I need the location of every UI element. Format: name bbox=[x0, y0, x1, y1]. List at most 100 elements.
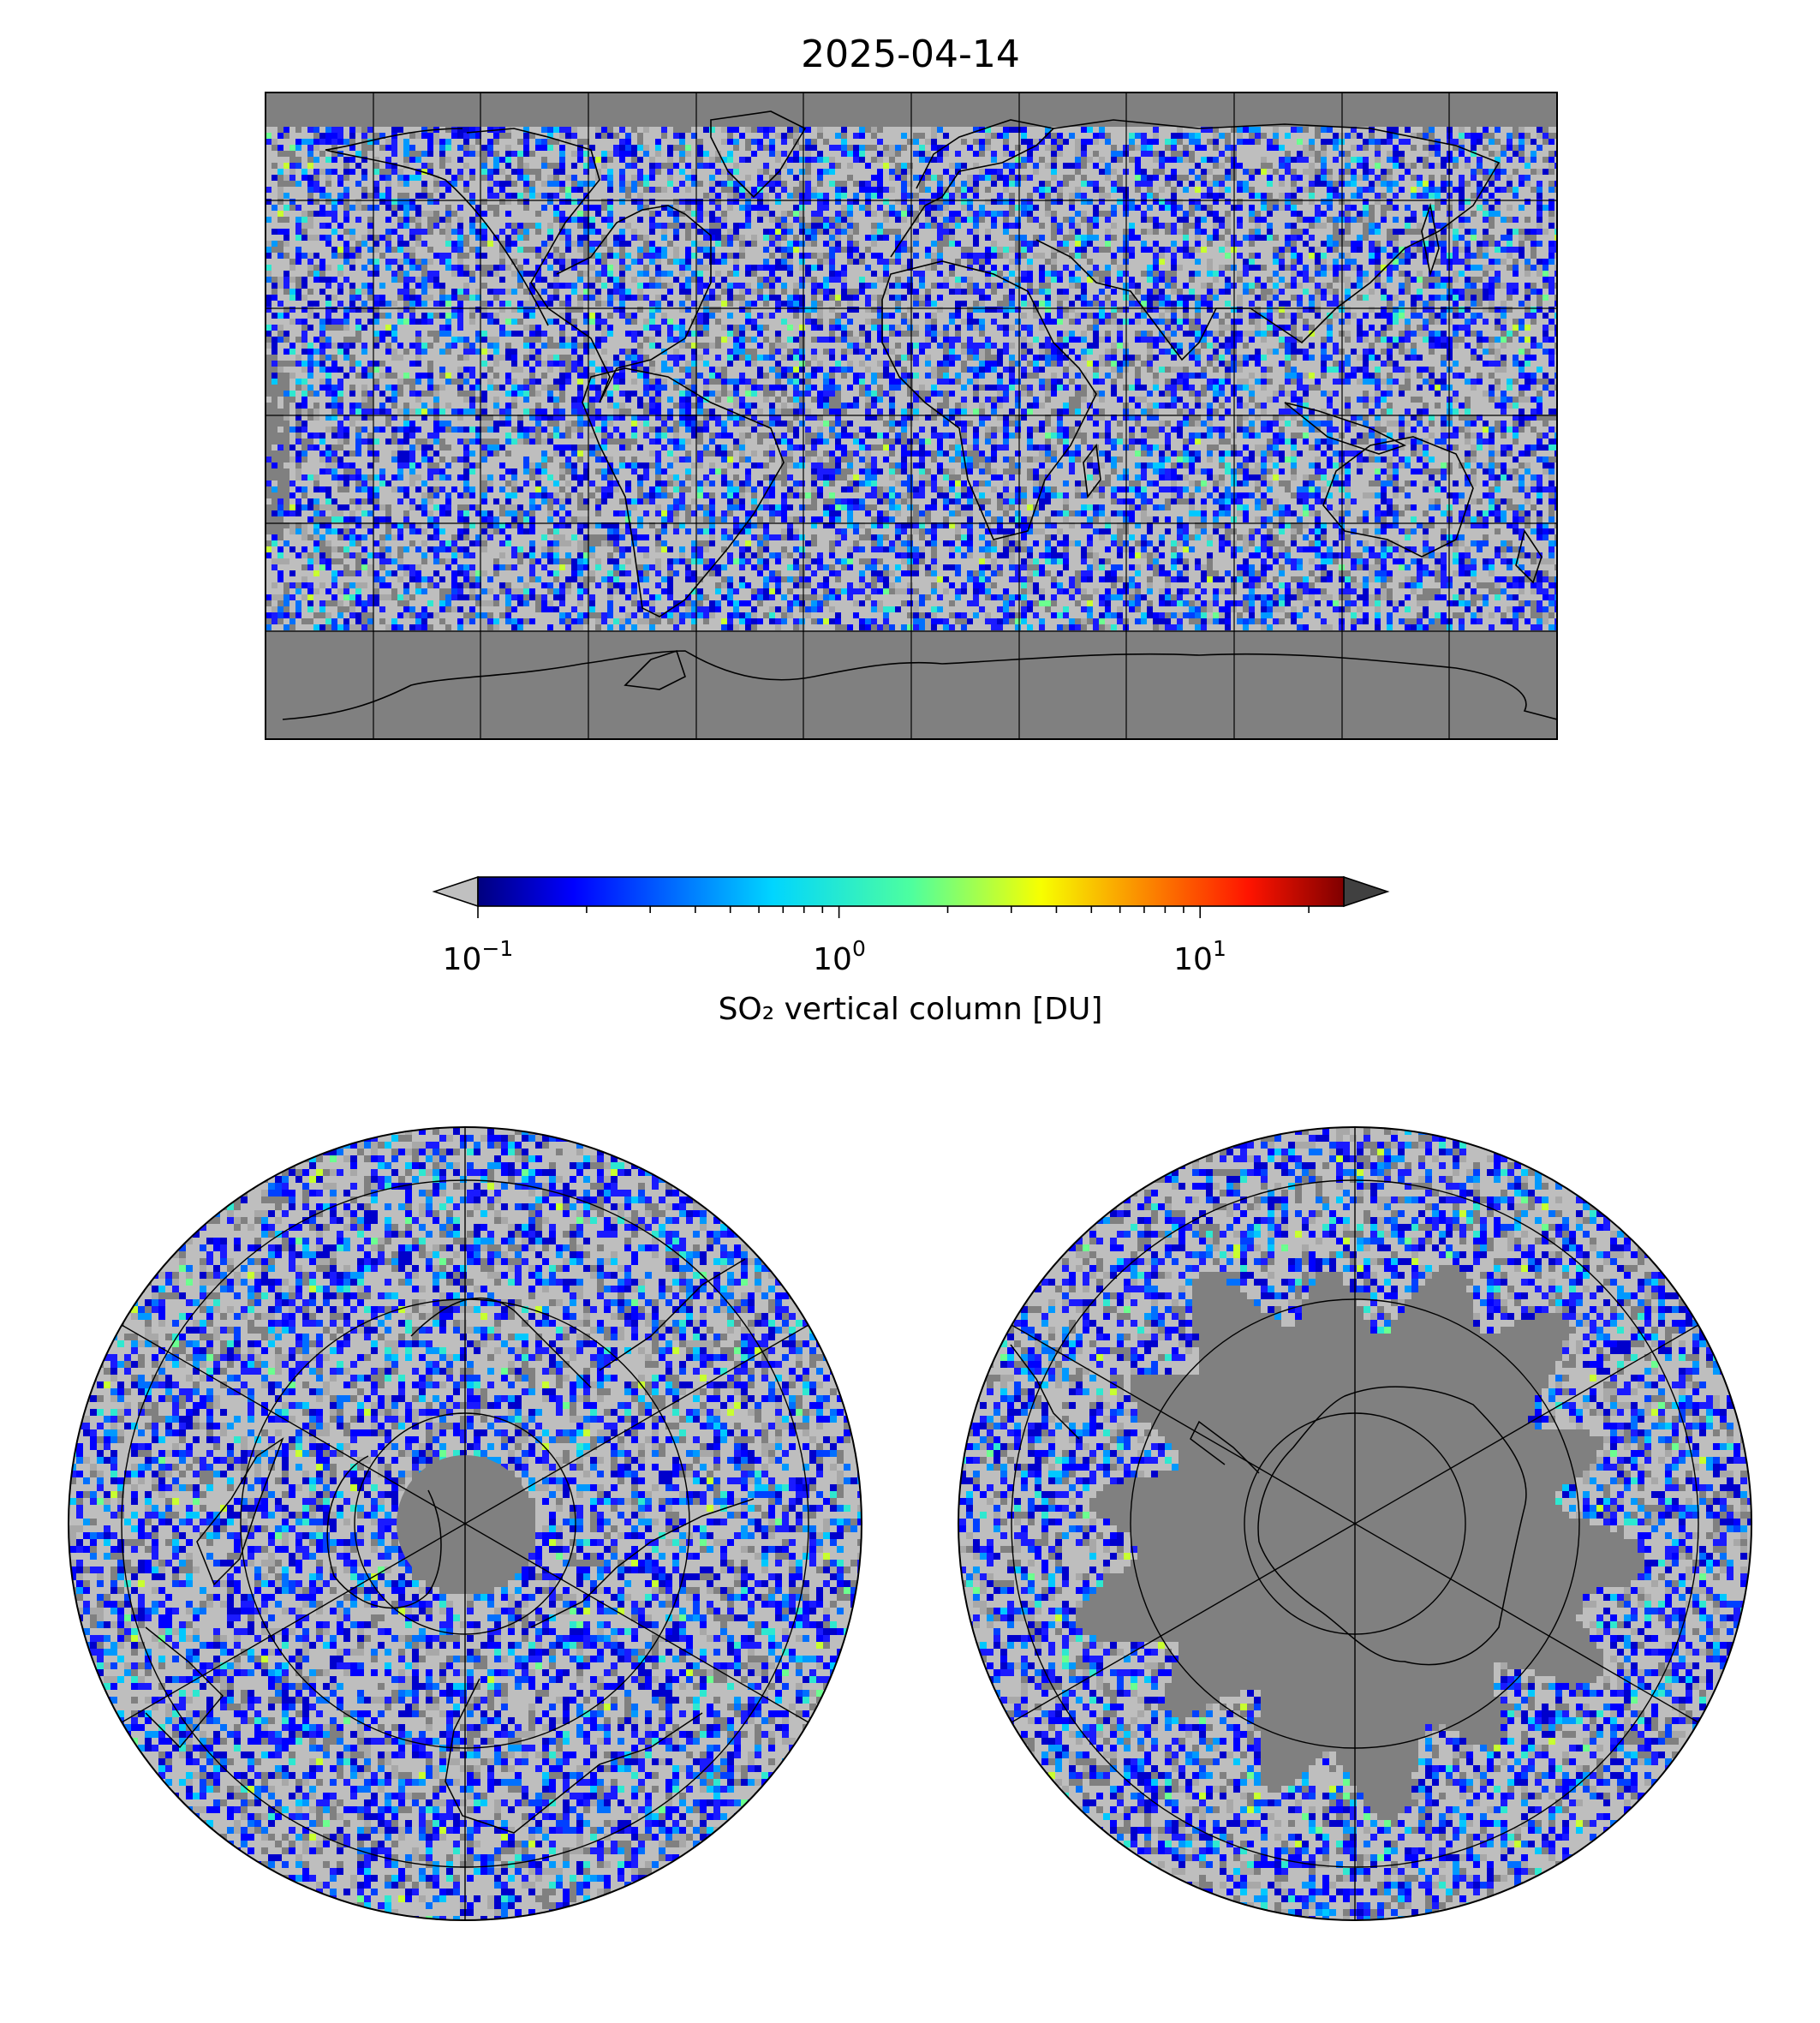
so2-pixel bbox=[319, 199, 325, 205]
so2-pixel bbox=[709, 193, 715, 199]
so2-pixel bbox=[1117, 169, 1123, 175]
so2-pixel bbox=[781, 229, 787, 235]
so2-pixel bbox=[637, 163, 643, 169]
so2-pixel bbox=[955, 139, 961, 145]
so2-pixel bbox=[1363, 157, 1369, 163]
so2-pixel bbox=[1411, 187, 1417, 193]
so2-pixel bbox=[1069, 247, 1075, 253]
so2-pixel bbox=[493, 175, 499, 181]
so2-pixel bbox=[775, 247, 781, 253]
so2-pixel bbox=[1069, 265, 1075, 271]
so2-pixel bbox=[1345, 217, 1351, 223]
so2-pixel bbox=[919, 229, 925, 235]
so2-pixel bbox=[1525, 151, 1531, 157]
so2-pixel bbox=[277, 283, 283, 289]
so2-pixel bbox=[847, 229, 853, 235]
so2-pixel bbox=[1057, 145, 1063, 151]
so2-pixel bbox=[1021, 259, 1027, 265]
so2-pixel bbox=[1309, 247, 1315, 253]
so2-pixel bbox=[571, 223, 577, 229]
so2-pixel bbox=[589, 205, 595, 211]
so2-pixel bbox=[457, 193, 463, 199]
so2-pixel bbox=[625, 235, 631, 241]
so2-pixel bbox=[469, 199, 475, 205]
so2-pixel bbox=[523, 175, 529, 181]
so2-pixel bbox=[1099, 217, 1105, 223]
so2-pixel bbox=[1039, 247, 1045, 253]
so2-pixel bbox=[1537, 241, 1543, 247]
so2-pixel bbox=[409, 259, 415, 265]
so2-pixel bbox=[853, 163, 859, 169]
so2-pixel bbox=[1171, 157, 1177, 163]
so2-pixel bbox=[1297, 223, 1303, 229]
so2-pixel bbox=[751, 157, 757, 163]
so2-pixel bbox=[847, 223, 853, 229]
so2-pixel bbox=[493, 181, 499, 187]
so2-pixel bbox=[733, 259, 739, 265]
so2-pixel bbox=[553, 181, 559, 187]
so2-pixel bbox=[793, 217, 799, 223]
so2-pixel bbox=[613, 271, 619, 277]
so2-pixel bbox=[1033, 157, 1039, 163]
so2-pixel bbox=[1225, 235, 1231, 241]
so2-pixel bbox=[1507, 133, 1513, 139]
so2-pixel bbox=[1423, 265, 1429, 271]
so2-pixel bbox=[272, 139, 277, 145]
so2-pixel bbox=[367, 211, 373, 217]
so2-pixel bbox=[1531, 133, 1537, 139]
so2-pixel bbox=[1435, 181, 1441, 187]
so2-pixel bbox=[1075, 139, 1081, 145]
so2-pixel bbox=[613, 169, 619, 175]
so2-pixel bbox=[367, 187, 373, 193]
so2-pixel bbox=[493, 145, 499, 151]
so2-pixel bbox=[1165, 247, 1171, 253]
so2-pixel bbox=[751, 235, 757, 241]
so2-pixel bbox=[883, 139, 889, 145]
so2-pixel bbox=[1243, 235, 1249, 241]
so2-pixel bbox=[751, 229, 757, 235]
so2-pixel bbox=[523, 193, 529, 199]
so2-pixel bbox=[289, 163, 295, 169]
so2-pixel bbox=[1027, 145, 1033, 151]
so2-pixel bbox=[643, 211, 649, 217]
so2-pixel bbox=[541, 169, 547, 175]
so2-pixel bbox=[1147, 145, 1153, 151]
so2-pixel bbox=[1291, 205, 1297, 211]
so2-pixel bbox=[1405, 175, 1411, 181]
so2-pixel bbox=[535, 235, 541, 241]
so2-pixel bbox=[499, 229, 505, 235]
so2-pixel bbox=[1453, 133, 1459, 139]
so2-pixel bbox=[1267, 217, 1273, 223]
so2-pixel bbox=[637, 283, 643, 289]
so2-pixel bbox=[805, 157, 811, 163]
so2-pixel bbox=[721, 271, 727, 277]
so2-pixel bbox=[781, 205, 787, 211]
so2-pixel bbox=[787, 145, 793, 151]
so2-pixel bbox=[415, 205, 421, 211]
so2-pixel bbox=[1531, 211, 1537, 217]
so2-pixel bbox=[451, 247, 457, 253]
so2-pixel bbox=[751, 199, 757, 205]
so2-pixel bbox=[619, 163, 625, 169]
so2-pixel bbox=[991, 259, 997, 265]
so2-pixel bbox=[475, 127, 481, 133]
so2-pixel bbox=[985, 133, 991, 139]
so2-pixel bbox=[667, 271, 673, 277]
so2-pixel bbox=[859, 175, 865, 181]
so2-pixel bbox=[1429, 157, 1435, 163]
so2-pixel bbox=[751, 247, 757, 253]
so2-pixel bbox=[679, 205, 685, 211]
so2-pixel bbox=[949, 133, 955, 139]
so2-pixel bbox=[715, 241, 721, 247]
so2-pixel bbox=[301, 139, 307, 145]
so2-pixel bbox=[907, 271, 913, 277]
so2-pixel bbox=[421, 253, 427, 259]
so2-pixel bbox=[1015, 211, 1021, 217]
so2-pixel bbox=[919, 139, 925, 145]
so2-pixel bbox=[1183, 265, 1189, 271]
so2-pixel bbox=[1548, 223, 1554, 229]
so2-pixel bbox=[1537, 253, 1543, 259]
so2-pixel bbox=[967, 175, 973, 181]
so2-pixel bbox=[1381, 259, 1387, 265]
so2-pixel bbox=[1105, 139, 1111, 145]
